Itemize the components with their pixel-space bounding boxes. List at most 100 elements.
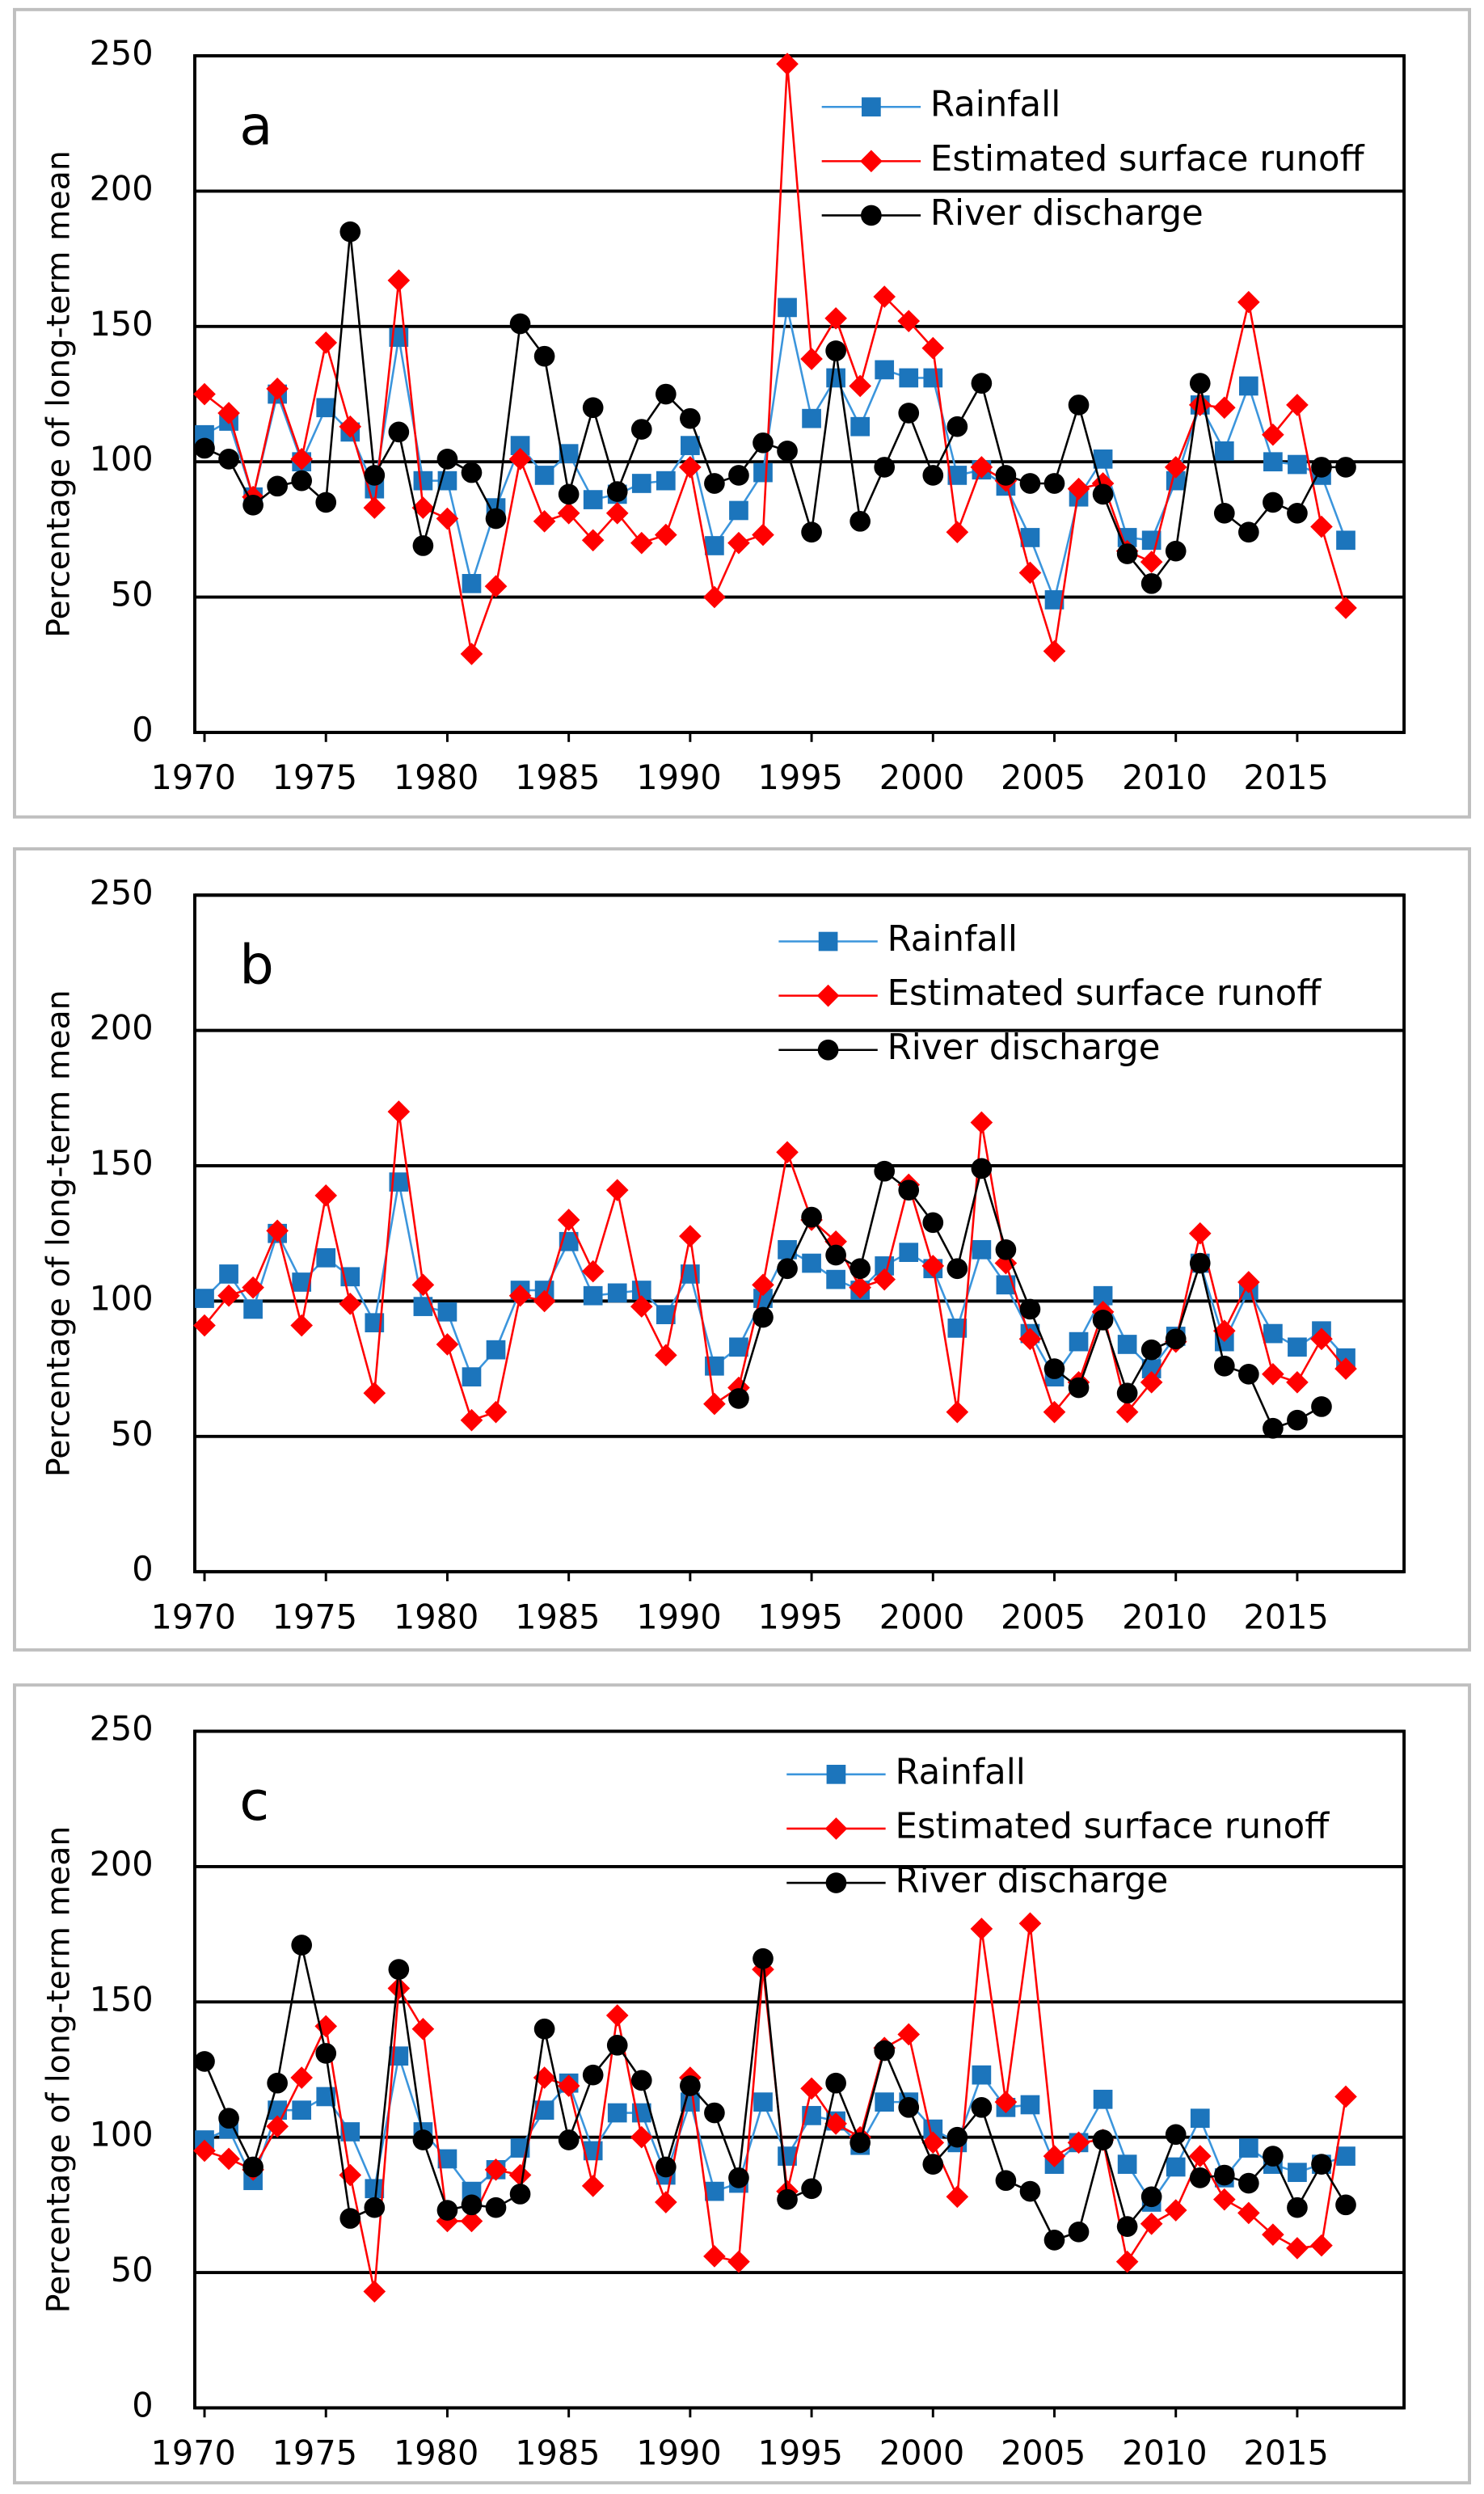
marker-circle (606, 2035, 628, 2056)
x-tick-label: 1985 (515, 2434, 600, 2473)
marker-circle (630, 2070, 652, 2091)
y-tick-label: 50 (111, 1415, 154, 1454)
marker-square (607, 1283, 627, 1303)
marker-diamond (508, 2163, 532, 2187)
marker-circle (850, 2132, 871, 2154)
x-tick-label: 1970 (150, 1597, 235, 1636)
panel-label: a (239, 94, 272, 157)
marker-circle (1335, 2194, 1356, 2216)
legend-marker (861, 205, 882, 226)
marker-diamond (242, 1276, 264, 1299)
marker-diamond (484, 2159, 508, 2181)
y-tick-label: 250 (90, 873, 154, 912)
marker-diamond (605, 2004, 629, 2027)
marker-diamond (605, 501, 629, 525)
marker-circle (777, 2188, 798, 2210)
x-tick-label: 2005 (1001, 2434, 1086, 2473)
marker-circle (339, 2208, 361, 2229)
x-tick-label: 2010 (1122, 758, 1207, 797)
x-tick-label: 1995 (758, 1597, 843, 1636)
marker-circle (1092, 483, 1114, 505)
marker-diamond (290, 1314, 314, 1337)
x-tick-label: 1980 (394, 2434, 479, 2473)
marker-diamond (1310, 515, 1333, 538)
marker-diamond (970, 1111, 993, 1134)
marker-circle (1213, 1355, 1235, 1377)
marker-circle (753, 1306, 774, 1328)
marker-diamond (1262, 423, 1284, 446)
marker-diamond (411, 1273, 435, 1297)
marker-square (462, 574, 482, 593)
marker-diamond (630, 531, 653, 555)
x-tick-label: 1995 (758, 2434, 843, 2473)
marker-square (607, 2103, 627, 2123)
marker-square (340, 2122, 360, 2142)
panel-border (12, 847, 1472, 1652)
y-axis-label: Percentage of long-term mean (40, 1826, 78, 2314)
marker-circle (1140, 1339, 1162, 1361)
marker-square (292, 1272, 312, 1292)
marker-diamond (1115, 1400, 1139, 1424)
marker-circle (1238, 2172, 1259, 2194)
marker-diamond (266, 378, 289, 400)
marker-circle (704, 2102, 725, 2124)
marker-circle (874, 1160, 896, 1182)
y-tick-label: 100 (90, 1279, 154, 1318)
marker-diamond (752, 523, 774, 546)
marker-circle (898, 2097, 920, 2118)
marker-circle (436, 2200, 458, 2221)
marker-diamond (436, 507, 459, 530)
marker-square (486, 1340, 506, 1360)
marker-square (972, 1239, 992, 1260)
marker-circle (995, 1239, 1017, 1260)
marker-square (1288, 1337, 1307, 1357)
marker-diamond (266, 2115, 289, 2138)
marker-diamond (1140, 2212, 1163, 2235)
y-tick-label: 250 (90, 1710, 154, 1749)
marker-diamond (1334, 597, 1357, 619)
marker-square (729, 500, 748, 521)
marker-circle (946, 2126, 968, 2148)
x-tick-label: 2000 (879, 1597, 964, 1636)
marker-circle (558, 483, 580, 505)
marker-diamond (508, 448, 532, 471)
marker-circle (267, 475, 288, 497)
marker-circle (582, 397, 604, 419)
y-tick-label: 100 (90, 440, 154, 479)
marker-diamond (411, 496, 435, 519)
x-tick-label: 1995 (758, 758, 843, 797)
marker-diamond (363, 496, 386, 519)
marker-diamond (387, 1100, 411, 1123)
y-axis-label: Percentage of long-term mean (40, 990, 78, 1477)
marker-circle (533, 2018, 555, 2040)
marker-circle (704, 473, 725, 494)
marker-circle (655, 383, 677, 405)
legend-label: Estimated surface runoff (895, 1806, 1330, 1846)
marker-diamond (363, 2280, 386, 2303)
marker-square (1336, 2146, 1355, 2166)
marker-circle (728, 1388, 749, 1409)
marker-circle (606, 481, 628, 502)
marker-diamond (1212, 2188, 1236, 2211)
marker-diamond (1018, 561, 1042, 584)
marker-square (1288, 2163, 1307, 2183)
legend-marker (825, 1872, 847, 1893)
y-tick-label: 150 (90, 1144, 154, 1183)
marker-diamond (411, 2017, 435, 2040)
marker-circle (655, 2156, 677, 2178)
marker-diamond (1164, 456, 1187, 479)
marker-diamond (557, 1209, 580, 1231)
marker-diamond (824, 306, 847, 330)
marker-circle (971, 1158, 993, 1179)
marker-square (1093, 1285, 1113, 1306)
marker-diamond (921, 1255, 945, 1277)
marker-diamond (849, 374, 871, 398)
x-tick-label: 2015 (1243, 2434, 1328, 2473)
marker-diamond (1188, 1222, 1212, 1245)
marker-square (413, 471, 433, 491)
marker-square (972, 2065, 992, 2085)
marker-square (778, 298, 797, 318)
marker-diamond (1115, 2250, 1139, 2273)
marker-diamond (1140, 1371, 1163, 1394)
